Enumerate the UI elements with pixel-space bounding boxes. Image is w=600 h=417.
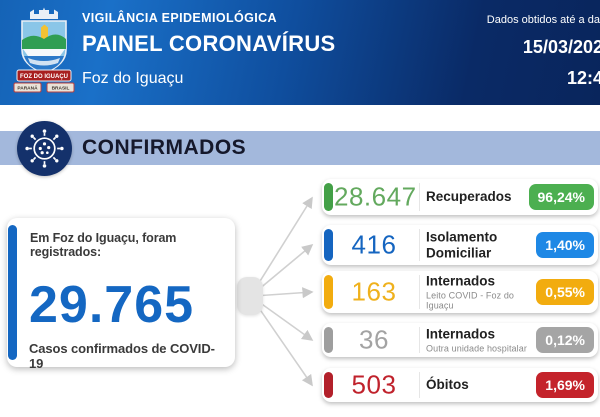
stat-label-wrap: Isolamento Domiciliar: [426, 229, 542, 260]
row-divider: [419, 327, 420, 353]
summary-intro-text: Em Foz do Iguaçu, foram registrados:: [30, 231, 177, 259]
stat-value: 416: [351, 229, 397, 260]
brasil-text: BRASIL: [52, 86, 70, 92]
row-divider: [419, 229, 420, 261]
stat-sublabel: Outra unidade hospitalar: [426, 343, 527, 354]
stat-label: Internados: [426, 273, 496, 289]
stat-percent-badge: 1,69%: [536, 372, 594, 398]
row-accent-bar: [324, 327, 333, 353]
row-accent-bar: [324, 183, 333, 211]
row-accent-bar: [324, 372, 333, 398]
stat-label: Recuperados: [426, 189, 512, 205]
stat-row-recuperados: 28.647 Recuperados 96,24%: [322, 179, 598, 215]
stat-value: 36: [359, 324, 389, 355]
confirmed-total-value: 29.765: [29, 276, 195, 334]
row-accent-bar: [324, 275, 333, 309]
stat-label: Isolamento Domiciliar: [426, 229, 498, 260]
parana-text: PARANÁ: [17, 85, 38, 92]
row-divider: [419, 275, 420, 309]
stat-value: 163: [351, 276, 397, 307]
city-name: Foz do Iguaçu: [82, 70, 184, 87]
header: FOZ DO IGUAÇU PARANÁ BRASIL VIGILÂNCIA E…: [0, 0, 600, 105]
stat-row-internados-leito-covid: 163 Internados Leito COVID - Foz do Igua…: [322, 271, 598, 313]
data-time: 12:4: [566, 68, 600, 88]
section-title: CONFIRMADOS: [82, 136, 247, 159]
agency-name: VIGILÂNCIA EPIDEMIOLÓGICA: [82, 11, 277, 25]
stat-row-internados-outra-unidade: 36 Internados Outra unidade hospitalar 0…: [322, 323, 598, 357]
stat-label-wrap: Internados Leito COVID - Foz do Iguaçu: [426, 273, 542, 310]
stat-percent-badge: 96,24%: [528, 184, 594, 210]
stat-percent-badge: 1,40%: [536, 232, 594, 258]
confirmed-total-card: Em Foz do Iguaçu, foram registrados: 29.…: [7, 218, 235, 371]
row-divider: [419, 372, 420, 398]
data-note: Dados obtidos até a dat: [486, 14, 600, 26]
row-divider: [419, 183, 420, 211]
bell-tower-shape: [41, 28, 48, 41]
brasil-ribbon: [46, 82, 75, 93]
mist-shape: [28, 58, 60, 66]
banner-ribbon: [16, 69, 72, 82]
data-timestamp-block: Dados obtidos até a dat 15/03/202 12:4: [487, 14, 600, 89]
stat-label: Internados: [426, 326, 496, 342]
summary-caption-text: Casos confirmados de COVID-19: [29, 341, 215, 371]
stat-label-wrap: Óbitos: [426, 377, 542, 393]
bell-roof-shape: [40, 24, 49, 28]
virus-icon-badge: [17, 121, 72, 176]
hills-shape: [22, 34, 66, 49]
stat-row-obitos: 503 Óbitos 1,69%: [322, 368, 598, 402]
crown-shape: [30, 7, 58, 19]
stat-label-wrap: Recuperados: [426, 189, 542, 205]
stat-sublabel: Leito COVID - Foz do Iguaçu: [426, 289, 515, 311]
banner-text: FOZ DO IGUAÇU: [20, 74, 68, 80]
stat-percent-badge: 0,55%: [536, 279, 594, 305]
stat-label: Óbitos: [426, 377, 469, 393]
stat-row-isolamento-domiciliar: 416 Isolamento Domiciliar 1,40%: [322, 225, 598, 265]
waterfall-shape: [23, 49, 65, 56]
parana-ribbon: [13, 82, 42, 93]
stat-value: 503: [351, 369, 397, 400]
foz-do-iguacu-coat-of-arms-logo: FOZ DO IGUAÇU PARANÁ BRASIL: [13, 7, 75, 93]
virus-icon: [25, 129, 64, 168]
data-date: 15/03/202: [522, 37, 600, 57]
page-title: PAINEL CORONAVÍRUS: [82, 31, 336, 56]
confirmed-section-bar: [0, 131, 600, 165]
stat-label-wrap: Internados Outra unidade hospitalar: [426, 327, 542, 354]
header-titles: VIGILÂNCIA EPIDEMIOLÓGICA PAINEL CORONAV…: [82, 11, 336, 88]
connector-hub: [237, 277, 263, 315]
card-accent-bar: [8, 225, 17, 360]
stat-percent-badge: 0,12%: [536, 327, 594, 353]
stat-value: 28.647: [334, 181, 417, 212]
row-accent-bar: [324, 229, 333, 261]
